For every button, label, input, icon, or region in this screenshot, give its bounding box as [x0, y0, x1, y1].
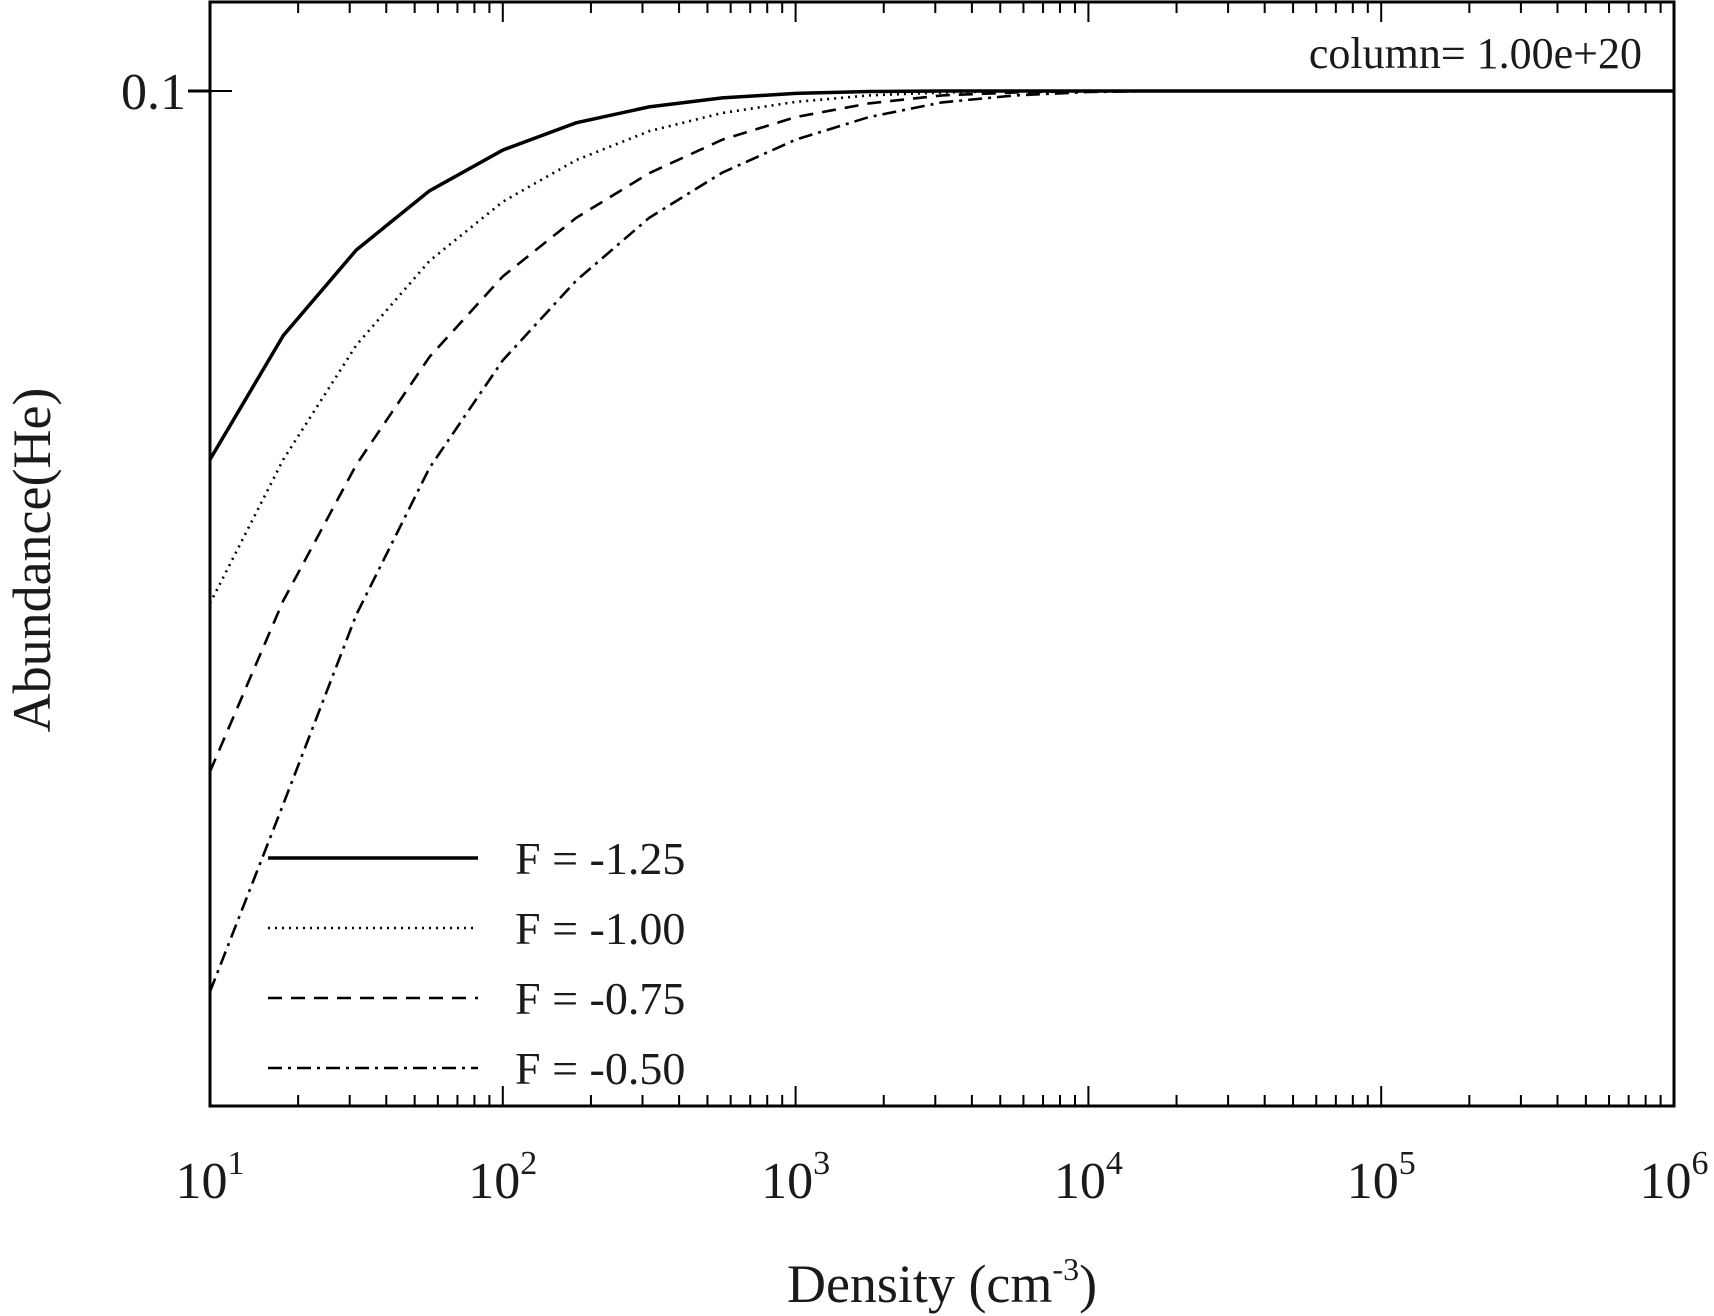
x-tick-label: 102	[468, 1145, 537, 1210]
x-tick-label: 101	[176, 1145, 245, 1210]
column-annotation: column= 1.00e+20	[1309, 29, 1642, 78]
x-tick-label: 105	[1347, 1145, 1416, 1210]
legend-label: F = -0.75	[515, 973, 685, 1024]
legend-label: F = -0.50	[515, 1043, 685, 1094]
plot-frame	[208, 0, 1676, 1108]
series-line	[208, 89, 1674, 773]
x-axis-title: Density (cm-3)	[787, 1251, 1097, 1314]
series-line	[208, 89, 1674, 461]
x-tick-label: 106	[1640, 1145, 1709, 1210]
x-tick-label: 104	[1054, 1145, 1123, 1210]
series-line	[208, 89, 1674, 993]
axis-ticks: 101 102 103 104 105 106 0.1	[121, 2, 1709, 1210]
legend: F = -1.25 F = -1.00 F = -0.75 F = -0.50	[268, 833, 685, 1094]
y-axis-title: Abundance(He)	[2, 388, 62, 733]
x-tick-label: 103	[761, 1145, 830, 1210]
y-tick-label: 0.1	[121, 64, 186, 121]
plot-series	[208, 89, 1674, 993]
series-line	[208, 89, 1674, 604]
legend-label: F = -1.00	[515, 903, 685, 954]
legend-label: F = -1.25	[515, 833, 685, 884]
